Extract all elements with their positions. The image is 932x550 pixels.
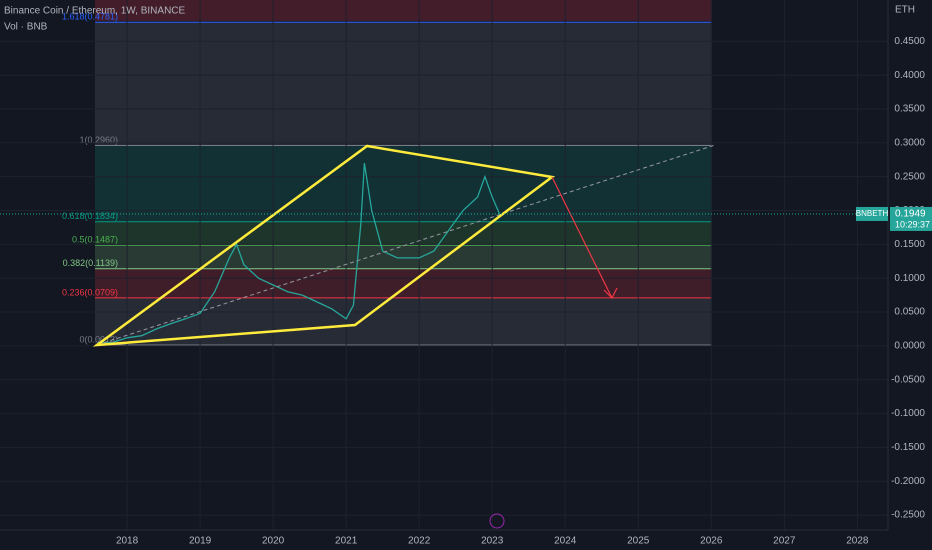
y-tick-label: -0.1500 [891,442,925,453]
fib-zones: 1.618(0.4781) 1(0.2960) 0.618(0.1834) 0.5(0… [62,12,712,346]
fib-label: 0.5(0.1487) [72,235,118,245]
title: Binance Coin / Ethereum, 1W, BINANCE [4,6,186,17]
fib-zone [95,22,712,146]
y-tick-label: 0.3000 [894,137,925,148]
fib-zone [95,268,712,298]
fib-label: 0.618(0.1834) [62,211,118,221]
x-tick-label: 2019 [189,536,212,547]
y-tick-label: 0.0500 [894,307,925,318]
y-tick-label: 0.1500 [894,239,925,250]
x-tick-label: 2022 [408,536,431,547]
y-tick-label: 0.0000 [894,341,925,352]
grid [0,0,888,530]
axis: 0.45000.40000.35000.30000.25000.20000.15… [0,36,932,547]
countdown: 10:29:37 [895,219,930,229]
arrow-head [603,287,618,300]
y-tick-label: -0.1000 [891,408,925,419]
arrow [551,176,613,299]
event-icon[interactable] [489,513,505,529]
x-tick-label: 2023 [481,536,504,547]
x-tick-label: 2024 [554,536,577,547]
fib-zone [95,145,712,222]
y-tick-label: 0.4500 [894,36,925,47]
fib-zone [95,245,712,269]
fib-label: 0.236(0.0709) [62,287,118,297]
x-tick-label: 2021 [335,536,358,547]
symbol-tag [856,206,888,221]
price-line [97,163,501,344]
volume-label: Vol · BNB [4,22,48,33]
y-tick-label: 0.2500 [894,171,925,182]
symbol-name: BNBETH [856,209,889,218]
price-label: 0.1949 [895,209,926,220]
y-tick-label: 0.3500 [894,104,925,115]
fib-zone [95,221,712,246]
y-tick-label: -0.2500 [891,510,925,521]
x-tick-label: 2026 [700,536,723,547]
x-tick-label: 2020 [262,536,285,547]
y-tick-label: 0.4000 [894,70,925,81]
x-tick-label: 2025 [627,536,650,547]
y-tick-label: -0.2000 [891,476,925,487]
trend-line [96,144,716,346]
x-tick-label: 2018 [116,536,139,547]
fib-label: 0.382(0.1139) [63,258,118,268]
y-tick-label: 0.1000 [894,273,925,284]
unit: ETH [895,5,915,16]
x-tick-label: 2027 [773,536,796,547]
y-tick-label: -0.0500 [891,374,925,385]
fib-label: 1(0.2960) [79,135,118,145]
top-zone [95,0,712,21]
fib-label: 0(0.0013) [79,334,118,344]
price-tag [890,206,932,231]
price [97,163,501,344]
x-tick-label: 2028 [846,536,869,547]
fib-label: 1.618(0.4781) [62,12,118,22]
